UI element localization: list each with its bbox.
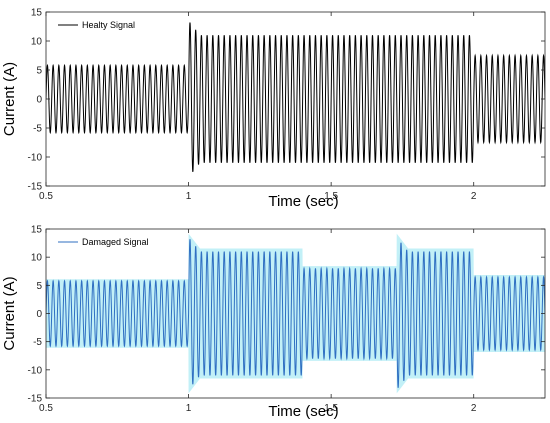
x-tick-label: 1.5 — [324, 403, 338, 414]
y-tick-label: -10 — [28, 365, 43, 376]
y-axis-label: Current (A) — [1, 62, 18, 136]
x-tick-label: 2 — [471, 403, 477, 414]
series-line — [46, 239, 545, 388]
chart-healthy: 15 10 5 0 -5 -10 -150.5 1 1.5 2 Time (sec) Current … — [1, 8, 546, 210]
x-tick-label: 0.5 — [39, 403, 53, 414]
x-axis-label: Time (sec) — [268, 403, 338, 420]
y-tick-label: -10 — [28, 153, 43, 164]
x-tick-label: 1.5 — [324, 191, 338, 202]
y-tick-label: 15 — [31, 8, 43, 19]
y-axis-label: Current (A) — [1, 276, 18, 350]
y-tick-label: 10 — [31, 253, 43, 264]
x-axis-label: Time (sec) — [268, 193, 338, 210]
y-tick-label: 15 — [31, 225, 43, 236]
legend-label: Healty Signal — [82, 20, 135, 30]
y-tick-label: -5 — [33, 124, 42, 135]
x-tick-label: 1 — [186, 191, 192, 202]
legend-label: Damaged Signal — [82, 237, 149, 247]
x-tick-label: 2 — [471, 191, 477, 202]
y-tick-label: 5 — [36, 66, 42, 77]
y-tick-label: -5 — [33, 337, 42, 348]
y-tick-label: 0 — [36, 95, 42, 106]
x-tick-label: 1 — [186, 403, 192, 414]
y-tick-label: -15 — [28, 182, 43, 193]
chart-damaged: 15 10 5 0 -5 -10 -150.5 1 1.5 2 Time (sec) Current … — [1, 225, 546, 420]
y-tick-label: 5 — [36, 281, 42, 292]
legend-box — [50, 234, 160, 250]
y-tick-label: 10 — [31, 37, 43, 48]
x-tick-label: 0.5 — [39, 191, 53, 202]
y-tick-label: 0 — [36, 309, 42, 320]
y-tick-label: -15 — [28, 394, 43, 405]
legend-box — [50, 17, 160, 33]
series-line — [46, 22, 545, 172]
